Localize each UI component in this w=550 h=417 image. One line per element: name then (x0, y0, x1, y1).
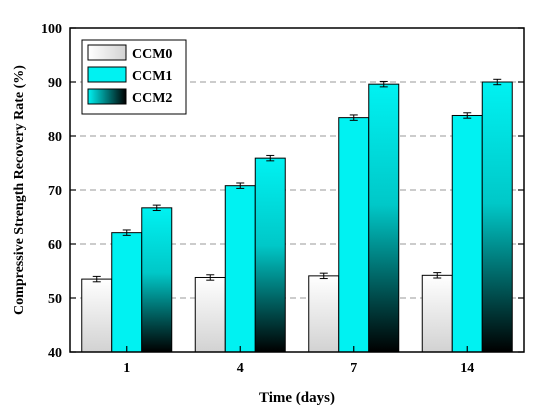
error-bar (463, 112, 472, 119)
legend-swatch-ccm2 (87, 88, 127, 105)
x-tick-label: 7 (350, 361, 357, 376)
bar-ccm1-day-14 (451, 114, 483, 353)
x-tick-label: 1 (123, 361, 130, 376)
error-bar (493, 78, 502, 86)
bar-ccm1-day-4 (224, 185, 256, 353)
legend: CCM0 CCM1 CCM2 (81, 39, 187, 115)
y-axis-ticks: 40 50 60 70 80 90 100 (41, 22, 524, 361)
error-bar (206, 274, 215, 281)
error-bar (433, 272, 442, 279)
bar-ccm1-day-7 (338, 117, 370, 353)
legend-swatch-ccm0 (87, 44, 127, 61)
bar-ccm0-day-7 (308, 275, 340, 353)
bar-ccm0-day-1 (81, 278, 113, 353)
x-tick-label: 14 (460, 361, 474, 376)
x-axis-title: Time (days) (259, 390, 335, 406)
error-bar (122, 229, 131, 236)
y-tick-label: 60 (48, 238, 62, 253)
y-tick-label: 70 (48, 184, 62, 199)
legend-label-ccm2: CCM2 (132, 91, 172, 106)
x-tick-label: 4 (237, 361, 244, 376)
error-bar (379, 80, 388, 88)
error-bar (266, 154, 275, 162)
y-axis-title: Compressive Strength Recovery Rate (%) (12, 65, 27, 315)
legend-swatch-ccm1 (87, 66, 127, 83)
legend-label-ccm0: CCM0 (132, 47, 172, 62)
error-bar (236, 182, 245, 189)
error-bar (92, 275, 101, 283)
bar-ccm2-day-1 (141, 207, 173, 353)
error-bar (349, 114, 358, 121)
error-bars (92, 78, 502, 283)
legend-label-ccm1: CCM1 (132, 69, 172, 84)
bar-ccm0-day-4 (194, 276, 226, 353)
bar-ccm2-day-14 (481, 81, 513, 353)
error-bar (319, 272, 328, 280)
bar-ccm2-day-7 (368, 83, 400, 353)
x-axis-ticks: 1 4 7 14 (123, 346, 474, 376)
bars (81, 81, 513, 353)
y-tick-label: 90 (48, 76, 62, 91)
y-tick-label: 50 (48, 292, 62, 307)
y-tick-label: 100 (41, 22, 62, 37)
bar-ccm1-day-1 (111, 232, 143, 353)
y-tick-label: 40 (48, 346, 62, 361)
y-tick-label: 80 (48, 130, 62, 145)
bar-ccm2-day-4 (254, 157, 286, 353)
error-bar (152, 204, 161, 212)
bar-ccm0-day-14 (421, 274, 453, 353)
